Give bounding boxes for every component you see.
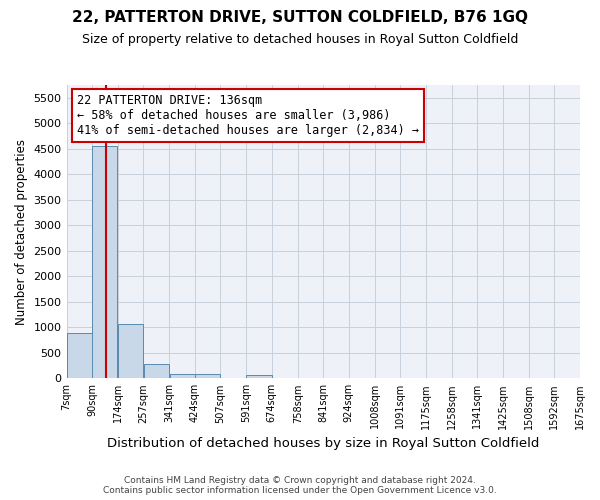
Bar (92, 146, 118, 378)
Text: Size of property relative to detached houses in Royal Sutton Coldfield: Size of property relative to detached ho… (82, 32, 518, 46)
Bar (195, 374, 220, 378)
Text: Contains HM Land Registry data © Crown copyright and database right 2024.
Contai: Contains HM Land Registry data © Crown c… (103, 476, 497, 495)
Bar (143, 364, 169, 378)
X-axis label: Distribution of detached houses by size in Royal Sutton Coldfield: Distribution of detached houses by size … (107, 437, 539, 450)
Text: 22 PATTERTON DRIVE: 136sqm
← 58% of detached houses are smaller (3,986)
41% of s: 22 PATTERTON DRIVE: 136sqm ← 58% of deta… (77, 94, 419, 137)
Bar (67, 334, 92, 378)
Y-axis label: Number of detached properties: Number of detached properties (15, 138, 28, 324)
Bar (247, 375, 272, 378)
Bar (118, 324, 143, 378)
Text: 22, PATTERTON DRIVE, SUTTON COLDFIELD, B76 1GQ: 22, PATTERTON DRIVE, SUTTON COLDFIELD, B… (72, 10, 528, 25)
Bar (170, 374, 195, 378)
